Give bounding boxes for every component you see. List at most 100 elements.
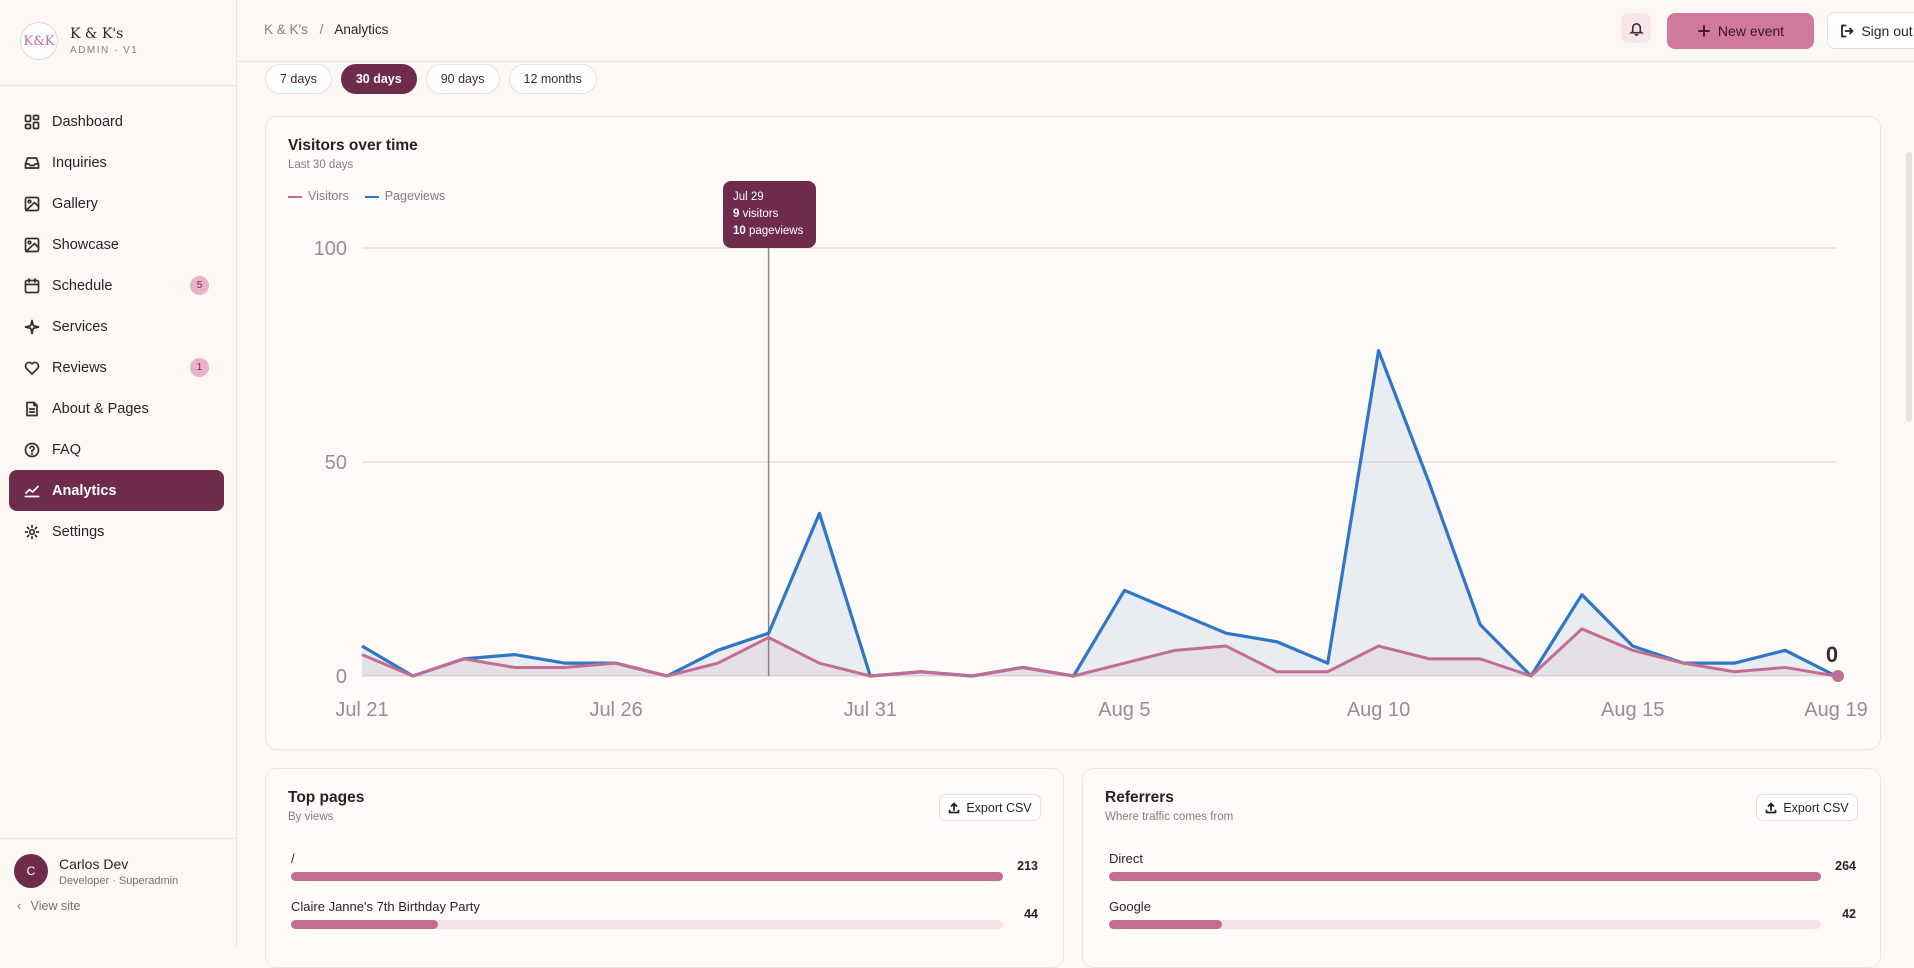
sidebar-item-inquiries[interactable]: Inquiries [9, 142, 224, 183]
new-event-label: New event [1717, 23, 1785, 39]
user-profile[interactable]: C Carlos Dev Developer · Superadmin [14, 854, 178, 888]
view-site-label: View site [30, 899, 81, 913]
heart-icon [24, 361, 40, 375]
breadcrumb-separator: / [319, 22, 324, 37]
bell-icon [1628, 22, 1644, 36]
user-name: Carlos Dev [59, 855, 129, 872]
top-pages-row[interactable]: / 213 [291, 851, 1038, 881]
inbox-icon [24, 156, 40, 169]
chart-legend: Visitors Pageviews [288, 189, 461, 203]
sidebar-item-services[interactable]: Services [9, 306, 224, 347]
visitors-card-subtitle: Last 30 days [288, 159, 354, 171]
referrers-row[interactable]: Direct 264 [1109, 851, 1856, 881]
legend-visitors[interactable]: Visitors [288, 189, 349, 203]
row-value: 264 [1835, 859, 1856, 873]
top-bar: K & K's / Analytics New event Sign out [237, 0, 1914, 62]
sidebar-item-schedule[interactable]: Schedule 5 [9, 265, 224, 306]
row-bar-fill [1109, 920, 1223, 929]
chart-tooltip: Jul 29 9 visitors 10 pageviews [723, 181, 816, 248]
breadcrumb-root[interactable]: K & K's [264, 22, 308, 37]
sidebar-item-settings[interactable]: Settings [9, 511, 224, 552]
row-bar-fill [291, 872, 1003, 881]
top-pages-card: Top pages By views Export CSV / 213 Clai… [265, 768, 1064, 968]
sidebar-item-label: About & Pages [52, 400, 149, 417]
tooltip-pageviews: 10 pageviews [733, 223, 806, 240]
sidebar-item-label: Dashboard [52, 113, 123, 130]
row-bar-track [1109, 920, 1821, 929]
tooltip-pageviews-value: 10 [733, 225, 746, 237]
tooltip-visitors: 9 visitors [733, 206, 806, 223]
sidebar-item-label: Schedule [52, 277, 113, 294]
range-12-months[interactable]: 12 months [508, 64, 597, 94]
chevron-left-icon: ‹ [17, 899, 22, 913]
export-csv-label: Export CSV [1783, 800, 1849, 815]
row-bar-track [291, 920, 1003, 929]
visitors-card-title: Visitors over time [288, 137, 418, 154]
top-pages-title: Top pages [288, 789, 365, 806]
avatar: C [14, 854, 48, 888]
tooltip-date: Jul 29 [733, 191, 764, 203]
row-bar-fill [1109, 872, 1821, 881]
row-value: 44 [1024, 907, 1038, 921]
brand[interactable]: K&K K & K's ADMIN · V1 [20, 22, 138, 60]
sidebar-item-analytics[interactable]: Analytics [9, 470, 224, 511]
export-csv-button[interactable]: Export CSV [939, 794, 1041, 821]
top-pages-subtitle: By views [288, 811, 334, 823]
plus-icon [1698, 25, 1710, 37]
reviews-count-badge: 1 [190, 358, 209, 377]
row-bar-track [1109, 872, 1821, 881]
brand-logo: K&K [20, 22, 58, 60]
view-site-link[interactable]: ‹ View site [17, 899, 80, 913]
user-role: Developer · Superadmin [59, 874, 179, 887]
legend-visitors-label: Visitors [308, 189, 349, 203]
sidebar-item-label: Services [52, 318, 108, 335]
gear-icon [24, 524, 40, 539]
legend-pageviews[interactable]: Pageviews [364, 189, 445, 203]
export-csv-label: Export CSV [966, 800, 1032, 815]
calendar-icon [24, 277, 40, 293]
row-value: 42 [1842, 907, 1856, 921]
sidebar-footer-divider [0, 838, 236, 839]
tooltip-visitors-value: 9 [733, 208, 740, 220]
sidebar-item-showcase[interactable]: Showcase [9, 224, 224, 265]
upload-icon [1765, 802, 1777, 813]
breadcrumb-current: Analytics [334, 22, 389, 37]
breadcrumb: K & K's / Analytics [264, 22, 388, 37]
export-csv-button[interactable]: Export CSV [1756, 794, 1858, 821]
sidebar-item-reviews[interactable]: Reviews 1 [9, 347, 224, 388]
sign-out-label: Sign out [1861, 22, 1913, 39]
chart-line-icon [24, 485, 40, 497]
sidebar-item-gallery[interactable]: Gallery [9, 183, 224, 224]
referrers-card: Referrers Where traffic comes from Expor… [1082, 768, 1881, 968]
tooltip-pageviews-word: pageviews [749, 225, 804, 237]
sidebar-item-label: FAQ [52, 441, 82, 458]
row-value: 213 [1017, 859, 1038, 873]
sidebar-item-faq[interactable]: FAQ [9, 429, 224, 470]
image-icon [24, 237, 40, 252]
sidebar-item-about-pages[interactable]: About & Pages [9, 388, 224, 429]
sidebar-item-label: Analytics [52, 482, 117, 499]
legend-visitors-swatch [288, 195, 302, 198]
range-30-days[interactable]: 30 days [340, 64, 417, 94]
help-circle-icon [24, 442, 40, 457]
top-pages-row[interactable]: Claire Janne's 7th Birthday Party 44 [291, 899, 1038, 929]
brand-subtitle: ADMIN · V1 [70, 45, 139, 56]
sign-out-icon [1841, 24, 1854, 37]
sparkle-icon [24, 319, 40, 334]
sidebar-item-label: Gallery [52, 195, 98, 212]
notifications-button[interactable] [1621, 13, 1651, 43]
row-bar-fill [291, 920, 439, 929]
page-scrollbar[interactable] [1906, 152, 1912, 422]
range-7-days[interactable]: 7 days [265, 64, 332, 94]
referrers-row[interactable]: Google 42 [1109, 899, 1856, 929]
row-label: Claire Janne's 7th Birthday Party [291, 899, 480, 914]
visitors-card: Visitors over time Last 30 days Visitors… [265, 116, 1881, 750]
new-event-button[interactable]: New event [1667, 13, 1814, 49]
legend-pageviews-swatch [364, 195, 379, 198]
sidebar-item-label: Inquiries [52, 154, 107, 171]
sidebar-item-dashboard[interactable]: Dashboard [9, 101, 224, 142]
schedule-count-badge: 5 [190, 276, 209, 295]
range-90-days[interactable]: 90 days [425, 64, 500, 94]
sign-out-button[interactable]: Sign out [1827, 12, 1914, 49]
row-label: / [291, 851, 295, 866]
